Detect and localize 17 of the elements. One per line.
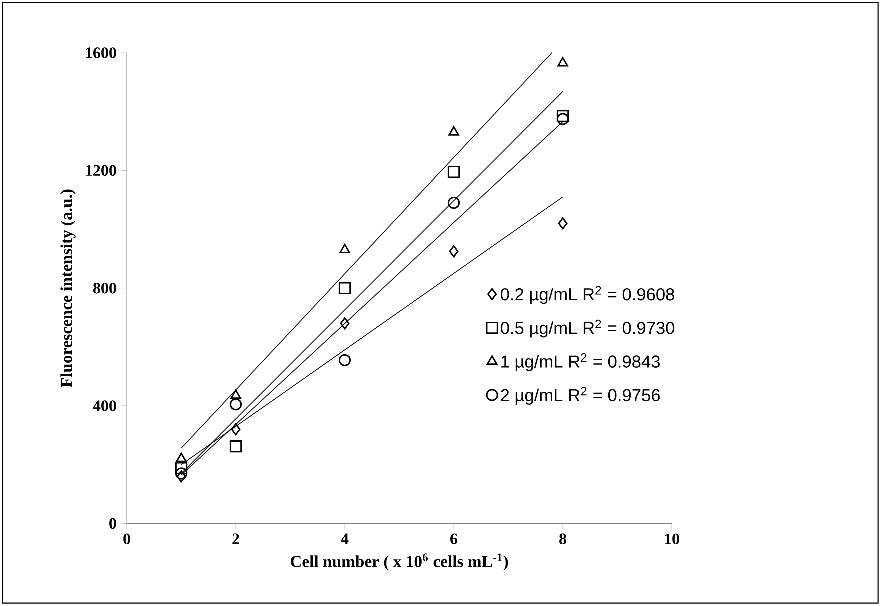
x-tick-label: 2 (232, 534, 240, 544)
y-tick-label: 1600 (86, 48, 116, 58)
y-tick-label: 800 (93, 282, 116, 294)
legend-label: 0.2 µg/mL R$^{2}$ = 0.9608 (500, 286, 674, 304)
legend-label: 2 µg/mL R$^{2}$ = 0.9756 (501, 387, 660, 405)
y-axis-title: Fluorescence intensity (a.u.) (60, 190, 76, 388)
x-tick-label: 6 (450, 534, 458, 544)
y-tick-label: 1200 (86, 165, 116, 176)
y-tick-label: 400 (93, 400, 116, 412)
x-tick-label: 8 (560, 534, 566, 545)
x-tick-label: 4 (341, 534, 349, 544)
x-tick-label: 10 (665, 534, 680, 545)
legend-label: 0.5 µg/mL R$^{2}$ = 0.9730 (500, 320, 675, 338)
legend-label: 1 µg/mL R$^{2}$ = 0.9843 (502, 354, 660, 372)
x-tick-label: 0 (124, 534, 130, 545)
y-tick-label: 0 (110, 518, 116, 530)
x-axis-title: Cell number ( x 10$^{6}$ cells mL$^{-1}$) (290, 554, 508, 571)
